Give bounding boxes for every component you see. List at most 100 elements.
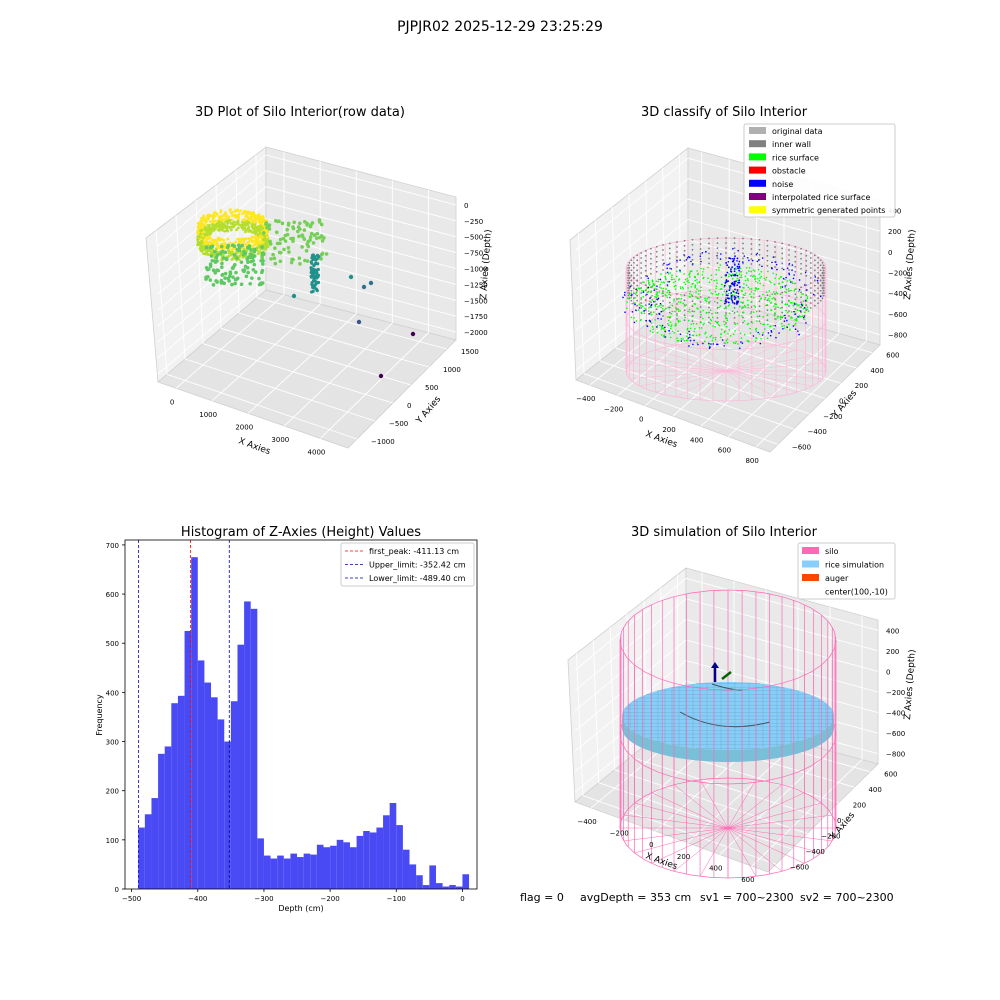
inner-wall-point (742, 247, 744, 250)
classify-points (622, 237, 825, 350)
inner-wall-point (683, 319, 686, 322)
raw-point (201, 245, 205, 249)
raw-data-3d-panel: 3D Plot of Silo Interior(row data) 01000… (145, 105, 494, 457)
rice-surface-point (709, 318, 712, 321)
noise-point (797, 316, 799, 318)
grid-line (574, 577, 687, 671)
inner-wall-point (805, 294, 808, 297)
rice-surface-point (700, 286, 702, 289)
silo-wireframe-line (725, 349, 797, 372)
y-tick-label: 0 (837, 817, 841, 825)
noise-point (786, 326, 789, 329)
raw-point (227, 251, 231, 255)
inner-wall-point (636, 284, 639, 287)
silo-wireframe-line (725, 344, 777, 372)
rice-surface-point (669, 294, 672, 296)
noise-point (782, 268, 785, 271)
raw-point (305, 259, 310, 263)
raw-point (258, 235, 262, 239)
inner-wall-point (733, 311, 736, 314)
rice-surface-point (764, 296, 767, 299)
inner-wall-point (817, 281, 819, 284)
raw-point (226, 216, 230, 220)
noise-point (676, 259, 678, 262)
noise-point (802, 316, 805, 319)
raw-point (240, 225, 243, 228)
rice-surface-point (784, 278, 786, 281)
x-tick-label: 2000 (235, 423, 253, 431)
rice-surface-point (799, 315, 802, 318)
rice-surface-point (700, 327, 703, 329)
rice-surface-point (779, 316, 782, 319)
rice-surface-point (670, 325, 672, 328)
rice-surface-point (641, 289, 643, 292)
raw-point (246, 211, 249, 215)
rice-surface-point (679, 310, 682, 312)
rice-surface-point (660, 304, 662, 306)
inner-wall-point (733, 247, 736, 250)
inner-wall-point (809, 297, 812, 299)
noise-point (775, 263, 778, 266)
inner-wall-point (662, 310, 664, 312)
inner-wall-point (742, 296, 744, 299)
inner-wall-point (640, 292, 643, 294)
rice-surface-point (714, 325, 716, 328)
rice-surface-point (684, 305, 686, 307)
rice-surface-point (736, 322, 739, 325)
inner-wall-point (817, 292, 819, 295)
rice-surface-point (714, 300, 716, 303)
rice-surface-point (723, 342, 725, 344)
raw-point (230, 225, 234, 229)
raw-point (197, 235, 201, 239)
silo-wireframe-line (725, 370, 823, 380)
silo-wireframe-line (673, 784, 729, 829)
rice-surface-point (626, 301, 628, 303)
noise-point (629, 285, 632, 288)
noise-point (720, 253, 722, 255)
noise-point (816, 279, 819, 282)
rice-surface-point (732, 342, 735, 344)
noise-point (687, 337, 690, 339)
noise-point (770, 331, 773, 333)
raw-point (256, 252, 260, 256)
rice-surface-point (637, 309, 640, 311)
inner-wall-point (800, 291, 802, 294)
rice-surface-point (791, 281, 793, 283)
rice-surface-point (739, 267, 742, 270)
z-tick-label: −400 (888, 290, 907, 298)
raw-point (292, 220, 296, 225)
inner-wall-point (725, 252, 727, 254)
rice-surface-point (790, 311, 793, 313)
rice-surface-point (695, 296, 697, 298)
rice-surface-point (707, 266, 709, 269)
rice-surface-point (729, 335, 732, 337)
raw-point (261, 231, 266, 235)
rice-surface-point (654, 300, 657, 303)
raw-point (249, 229, 253, 233)
grid-line (574, 619, 687, 712)
rice-surface-point (754, 340, 757, 342)
noise-point (650, 303, 653, 306)
rice-surface-point (688, 308, 691, 311)
raw-point (256, 229, 260, 232)
rice-surface-point (794, 324, 796, 326)
inner-wall-point (788, 295, 790, 297)
rice-surface-point (697, 273, 699, 276)
raw-point (304, 249, 309, 253)
rice-surface-point (802, 307, 805, 310)
inner-wall-point (800, 301, 802, 304)
inner-wall-point (633, 261, 635, 264)
rice-surface-point (714, 338, 717, 341)
raw-point (296, 229, 300, 234)
rice-surface-point (720, 333, 722, 336)
inner-wall-point (817, 276, 819, 279)
raw-point (245, 228, 248, 232)
noise-point (730, 298, 733, 300)
y-tick-label: 1500 (461, 348, 479, 356)
histogram-bar (369, 832, 377, 889)
inner-wall-point (750, 306, 753, 308)
rice-surface-point (734, 292, 736, 294)
rice-surface-point (696, 278, 698, 281)
y-tick-label: 1000 (443, 366, 461, 374)
inner-wall-point (823, 277, 825, 279)
